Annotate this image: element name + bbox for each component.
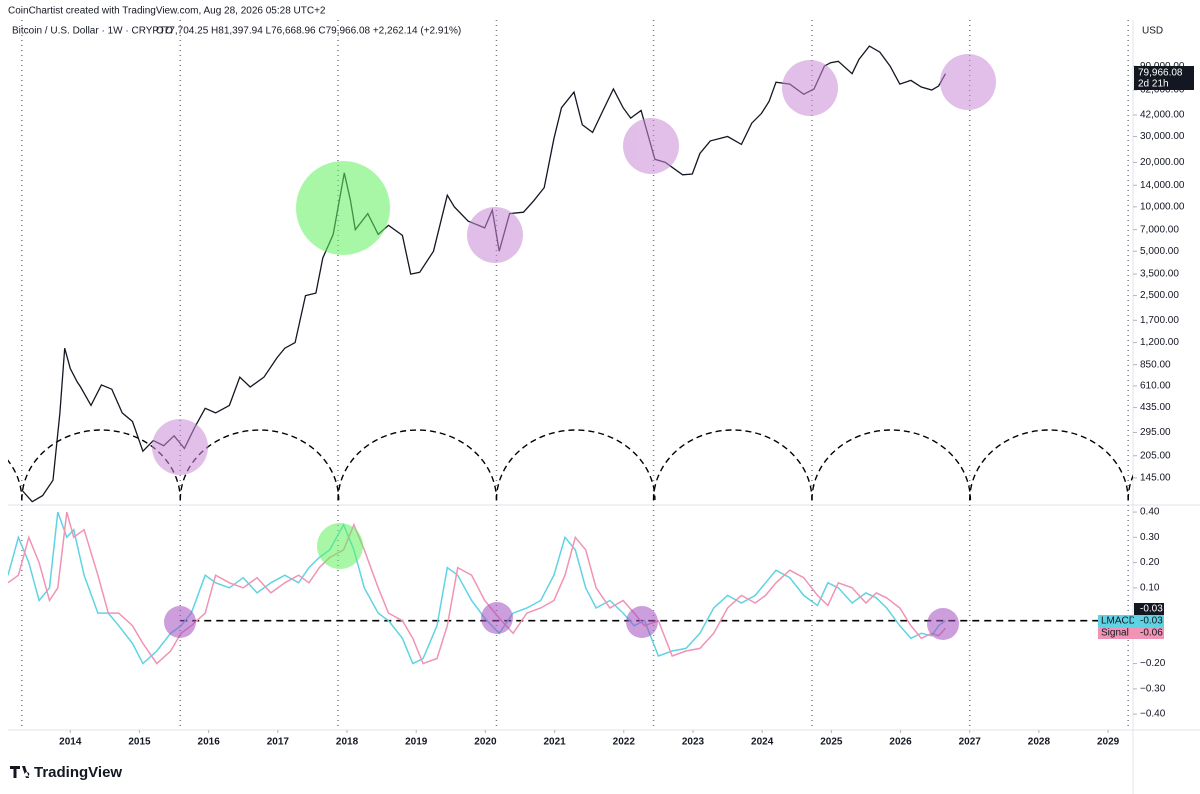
plot: 145.00 205.00 295.00 435.00 610.00 850.00 1,20… (8, 20, 1185, 748)
macd-pane (8, 511, 1133, 665)
cycle-arc (495, 429, 656, 501)
price-tick-label: 5,000.00 (1140, 246, 1179, 257)
circles (152, 54, 996, 640)
x-tick-label: 2015 (128, 737, 151, 748)
x-tick-label: 2027 (959, 737, 982, 748)
logo: TradingView (10, 764, 122, 781)
legend-name: LMACD (1101, 616, 1136, 627)
macd-circle (927, 608, 959, 640)
value-badge (1134, 627, 1164, 639)
macd-tick-label: 0.20 (1140, 557, 1160, 568)
price-tick-label: 205.00 (1140, 450, 1171, 461)
value-label: -0.03 (1140, 616, 1163, 627)
macd-line (8, 511, 947, 665)
price-tick-label: 7,000.00 (1140, 224, 1179, 235)
x-tick-label: 2014 (59, 737, 82, 748)
x-tick-label: 2029 (1097, 737, 1120, 748)
macd-tick-label: 0.40 (1140, 507, 1160, 518)
price-tick-label: 295.00 (1140, 427, 1171, 438)
cycle-arc (337, 429, 498, 501)
price-tick-label: 10,000.00 (1140, 201, 1185, 212)
x-tick-label: 2016 (198, 737, 221, 748)
x-tick-label: 2017 (267, 737, 290, 748)
cycle-circle (152, 419, 208, 475)
price-tick-label: 14,000.00 (1140, 180, 1185, 191)
price-tick-label: 62,000.00 (1140, 85, 1185, 96)
price-tick-label: 42,000.00 (1140, 110, 1185, 121)
macd-tick-label: −0.20 (1140, 658, 1166, 669)
macd-line (8, 511, 946, 665)
price-tick-label: 30,000.00 (1140, 131, 1185, 142)
macd-tick-label: −0.40 (1140, 709, 1166, 720)
cycle-arc (1127, 474, 1133, 501)
x-tick-label: 2020 (474, 737, 497, 748)
cycle-arc (811, 429, 972, 501)
price-tick-label: 145.00 (1140, 473, 1171, 484)
price-tick-label: 1,200.00 (1140, 337, 1179, 348)
price-label: 79,966.08 (1138, 68, 1183, 79)
price-tick-label: 435.00 (1140, 402, 1171, 413)
cycle-arc (652, 429, 813, 501)
price-tick-label: 20,000.00 (1140, 157, 1185, 168)
x-tick-label: 2019 (405, 737, 428, 748)
x-tick-label: 2024 (751, 737, 774, 748)
cycle-arc (8, 459, 23, 501)
logo-text: TradingView (34, 764, 122, 781)
macd-top-circle (317, 523, 363, 569)
price-badge (1134, 66, 1194, 90)
x-tick-label: 2018 (336, 737, 359, 748)
macd-circle (626, 606, 658, 638)
symbol-title: Bitcoin / U.S. Dollar · 1W · CRYPTO (12, 26, 173, 37)
countdown: 2d 21h (1138, 79, 1169, 90)
price-tick-label: 610.00 (1140, 381, 1171, 392)
level-badge (1134, 603, 1164, 615)
value-badge (1134, 615, 1164, 627)
x-tick-label: 2023 (682, 737, 705, 748)
logo-mark (10, 766, 30, 778)
macd-circle (164, 606, 196, 638)
x-tick-label: 2021 (543, 737, 566, 748)
level-value: -0.03 (1140, 604, 1163, 615)
x-tick-label: 2028 (1028, 737, 1051, 748)
price-tick-label: 850.00 (1140, 359, 1171, 370)
macd-tick-label: 0.30 (1140, 532, 1160, 543)
legend-name: Signal (1101, 628, 1129, 639)
macd-tick-label: 0.10 (1140, 582, 1160, 593)
legend-badge (1098, 627, 1134, 639)
legend-badge (1098, 615, 1134, 627)
macd-circle (481, 602, 513, 634)
x-tick-label: 2025 (820, 737, 843, 748)
price-tick-label: 1,700.00 (1140, 315, 1179, 326)
cycle-circle (940, 54, 996, 110)
macd-tick-label: −0.30 (1140, 683, 1166, 694)
ohlc: O77,704.25 H81,397.94 L76,668.96 C79,966… (156, 26, 461, 37)
price-tick-label: 2,500.00 (1140, 290, 1179, 301)
currency: USD (1142, 26, 1163, 37)
credit: CoinChartist created with TradingView.co… (8, 6, 326, 17)
top-circle (296, 161, 390, 255)
cycle-arc (969, 429, 1129, 501)
x-tick-label: 2022 (613, 737, 636, 748)
x-tick-label: 2026 (889, 737, 912, 748)
price-tick-label: 3,500.00 (1140, 269, 1179, 280)
value-label: -0.06 (1140, 628, 1163, 639)
cycle-circle (623, 118, 679, 174)
cycle-circle (467, 207, 523, 263)
cycle-circle (782, 60, 838, 116)
